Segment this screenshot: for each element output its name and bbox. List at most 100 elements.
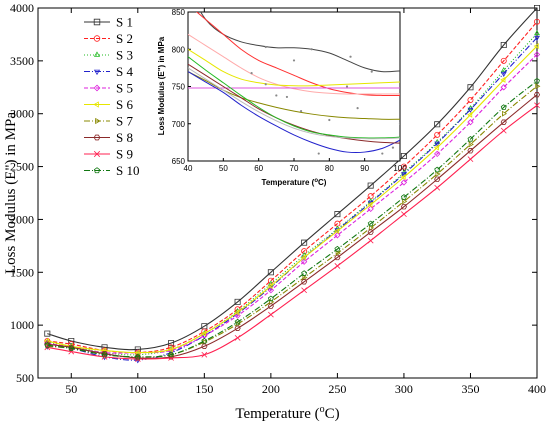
legend-item: S 3	[84, 48, 133, 63]
data-point	[267, 311, 274, 318]
data-point	[402, 198, 408, 205]
y-tick-label: 3500	[10, 54, 34, 68]
legend-item: S 9	[84, 147, 133, 162]
x-tick-label: 300	[395, 382, 413, 396]
data-point	[234, 309, 240, 316]
data-point	[301, 239, 308, 246]
data-point	[301, 270, 308, 276]
inset-y-axis-title: Loss Modulus (E") in MPa	[157, 36, 166, 135]
series-s10	[44, 77, 540, 360]
main-plot-frame	[37, 7, 538, 379]
y-tick-label: 1500	[10, 265, 34, 279]
data-point	[467, 156, 474, 163]
data-point	[134, 353, 141, 360]
legend-swatch-marker	[93, 18, 101, 26]
data-point	[101, 351, 108, 358]
data-point	[400, 163, 407, 170]
x-tick-label: 200	[262, 382, 280, 396]
inset-x-tick-label: 60	[254, 164, 263, 173]
data-point	[267, 287, 275, 294]
data-point	[267, 303, 274, 309]
inset-data-point	[328, 118, 331, 122]
legend-swatch-marker	[93, 150, 101, 158]
data-point	[500, 127, 507, 134]
data-point	[502, 110, 508, 117]
data-point	[434, 176, 441, 182]
x-axis-title: Temperature (oC)	[235, 404, 339, 422]
data-point	[334, 220, 341, 227]
legend-label: S 8	[116, 130, 133, 145]
inset-data-point	[275, 94, 278, 97]
inset-y-tick-label: 750	[172, 83, 186, 92]
data-point	[400, 204, 407, 210]
data-point	[468, 141, 474, 148]
data-point	[467, 135, 474, 142]
data-point	[467, 111, 473, 118]
inset-x-tick-label: 50	[219, 164, 228, 173]
inset-data-point	[356, 107, 359, 110]
main-series-group	[43, 5, 541, 364]
data-point	[535, 83, 541, 90]
data-point	[267, 280, 274, 286]
data-point	[301, 279, 308, 285]
legend-swatch-marker	[95, 117, 101, 125]
inset-data-point	[381, 152, 384, 155]
data-point	[200, 330, 207, 337]
data-point	[434, 131, 441, 138]
legend-item: S 5	[84, 81, 133, 96]
data-point	[500, 66, 507, 73]
data-point	[500, 104, 507, 110]
legend-item: S 7	[84, 114, 133, 129]
y-tick-label: 2000	[10, 212, 34, 226]
legend: S 1S 2 S 3S 4 S 5S 6 S 7S 8 S 9S 10	[84, 15, 139, 178]
inset-y-tick-label: 650	[172, 157, 186, 166]
x-tick-label: 400	[528, 382, 546, 396]
data-point	[533, 43, 539, 50]
data-point	[333, 228, 340, 235]
data-point	[534, 35, 540, 42]
data-point	[533, 92, 541, 98]
inset-data-point	[370, 70, 373, 73]
inset-data-point	[345, 85, 349, 88]
y-tick-label: 1000	[10, 318, 34, 332]
inset-y-tick-label: 700	[172, 120, 186, 129]
data-point	[534, 77, 540, 84]
data-point	[401, 211, 407, 218]
legend-swatch-marker	[93, 167, 101, 174]
legend-item: S 6	[84, 97, 133, 112]
series-s6	[43, 43, 539, 356]
inset-x-tick-label: 90	[360, 164, 369, 173]
data-point	[334, 263, 341, 269]
data-point	[434, 121, 441, 128]
inset-data-point	[264, 45, 267, 49]
data-point	[367, 229, 374, 235]
data-point	[167, 346, 173, 353]
inset-x-tick-label: 80	[325, 164, 334, 173]
data-point	[368, 224, 375, 231]
data-point	[434, 184, 441, 191]
data-point	[400, 153, 407, 159]
inset-data-point	[310, 48, 313, 51]
data-point	[201, 343, 208, 349]
data-point	[201, 323, 208, 330]
data-point	[467, 97, 474, 103]
data-point	[301, 287, 308, 294]
legend-label: S 5	[116, 81, 133, 96]
legend-label: S 7	[116, 114, 133, 129]
data-point	[500, 71, 507, 77]
data-point	[534, 5, 540, 11]
data-point	[500, 76, 506, 83]
inset-series-line	[188, 63, 400, 144]
data-point	[301, 251, 308, 258]
x-tick-label: 350	[461, 382, 479, 396]
inset-data-point	[349, 55, 352, 58]
data-point	[400, 194, 407, 200]
data-point	[134, 349, 140, 356]
y-tick-label: 2500	[10, 160, 34, 174]
series-line	[47, 80, 538, 358]
x-tick-label: 150	[195, 382, 213, 396]
inset-x-tick-label: 100	[393, 164, 407, 173]
data-point	[267, 283, 273, 289]
y-tick-label: 500	[16, 371, 34, 385]
